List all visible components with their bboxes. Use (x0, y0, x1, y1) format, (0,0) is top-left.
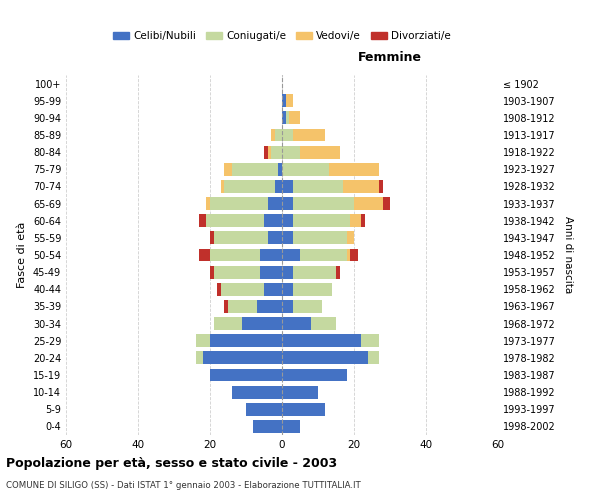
Bar (214, 232, 268, 244)
Text: Popolazione per età, sesso e stato civile - 2003: Popolazione per età, sesso e stato civil… (6, 458, 337, 470)
Bar (282, 352, 368, 364)
Text: Femmine: Femmine (358, 51, 422, 64)
Bar (196, 352, 203, 364)
Bar (282, 163, 329, 175)
Bar (264, 214, 282, 227)
Bar (282, 368, 347, 382)
Bar (271, 146, 282, 158)
Bar (206, 197, 210, 210)
Bar (275, 128, 282, 141)
Bar (210, 266, 214, 278)
Bar (196, 334, 210, 347)
Bar (300, 146, 340, 158)
Bar (282, 248, 300, 262)
Bar (293, 180, 343, 193)
Bar (300, 248, 347, 262)
Bar (379, 180, 383, 193)
Bar (271, 128, 275, 141)
Bar (210, 232, 214, 244)
Bar (293, 214, 350, 227)
Bar (206, 214, 264, 227)
Bar (242, 317, 282, 330)
Bar (199, 248, 210, 262)
Legend: Celibi/Nubili, Coniugati/e, Vedovi/e, Divorziati/e: Celibi/Nubili, Coniugati/e, Vedovi/e, Di… (110, 28, 454, 44)
Bar (224, 300, 228, 313)
Bar (264, 146, 268, 158)
Bar (246, 403, 282, 415)
Bar (354, 197, 383, 210)
Bar (336, 266, 340, 278)
Bar (350, 248, 358, 262)
Bar (210, 248, 260, 262)
Bar (221, 283, 264, 296)
Bar (210, 197, 268, 210)
Bar (282, 94, 286, 107)
Bar (224, 180, 275, 193)
Bar (268, 146, 271, 158)
Bar (232, 386, 282, 398)
Bar (282, 420, 300, 433)
Bar (214, 317, 242, 330)
Bar (343, 180, 379, 193)
Bar (282, 334, 361, 347)
Bar (257, 300, 282, 313)
Bar (221, 180, 224, 193)
Bar (264, 283, 282, 296)
Bar (289, 112, 300, 124)
Bar (282, 403, 325, 415)
Bar (253, 420, 282, 433)
Bar (383, 197, 390, 210)
Bar (368, 352, 379, 364)
Bar (268, 197, 282, 210)
Bar (260, 248, 282, 262)
Bar (282, 232, 293, 244)
Bar (282, 197, 293, 210)
Bar (275, 180, 282, 193)
Bar (282, 112, 286, 124)
Bar (282, 180, 293, 193)
Bar (311, 317, 336, 330)
Bar (260, 266, 282, 278)
Bar (217, 283, 221, 296)
Bar (293, 197, 354, 210)
Bar (361, 334, 379, 347)
Bar (361, 214, 365, 227)
Bar (282, 128, 293, 141)
Bar (350, 214, 361, 227)
Bar (224, 163, 232, 175)
Bar (329, 163, 379, 175)
Bar (293, 232, 347, 244)
Bar (293, 266, 336, 278)
Text: COMUNE DI SILIGO (SS) - Dati ISTAT 1° gennaio 2003 - Elaborazione TUTTITALIA.IT: COMUNE DI SILIGO (SS) - Dati ISTAT 1° ge… (6, 481, 361, 490)
Bar (286, 112, 289, 124)
Y-axis label: Anni di nascita: Anni di nascita (563, 216, 572, 294)
Bar (282, 146, 300, 158)
Bar (282, 266, 293, 278)
Bar (293, 128, 325, 141)
Bar (228, 300, 257, 313)
Bar (203, 352, 282, 364)
Bar (210, 334, 282, 347)
Bar (278, 163, 282, 175)
Bar (347, 248, 350, 262)
Bar (293, 300, 322, 313)
Bar (268, 232, 282, 244)
Bar (293, 283, 332, 296)
Y-axis label: Fasce di età: Fasce di età (17, 222, 27, 288)
Bar (199, 214, 206, 227)
Bar (232, 163, 278, 175)
Bar (282, 283, 293, 296)
Bar (347, 232, 354, 244)
Bar (282, 317, 311, 330)
Bar (214, 266, 260, 278)
Bar (282, 386, 318, 398)
Bar (286, 94, 293, 107)
Bar (282, 214, 293, 227)
Bar (282, 300, 293, 313)
Bar (210, 368, 282, 382)
